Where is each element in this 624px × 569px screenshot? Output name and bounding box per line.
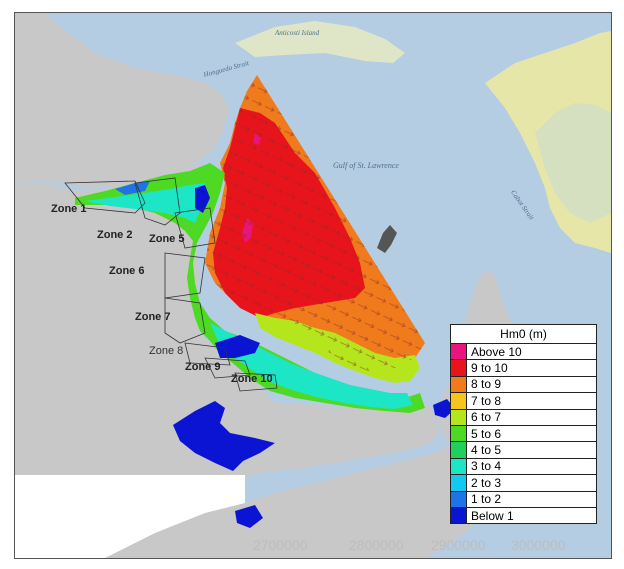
map-canvas [15, 13, 611, 558]
x-tick-2900000: 2900000 [431, 537, 486, 553]
land-anticosti [235, 21, 405, 63]
zone-label-10: Zone 10 [231, 373, 273, 385]
legend-swatch [451, 491, 467, 507]
legend-label: 7 to 8 [471, 393, 502, 408]
zone-label-6: Zone 6 [109, 265, 145, 277]
zone-label-8: Zone 8 [149, 345, 184, 357]
x-tick-2700000: 2700000 [253, 537, 308, 553]
legend-swatch [451, 507, 467, 524]
zone-label-2: Zone 2 [97, 229, 133, 241]
legend-label: 8 to 9 [471, 377, 502, 392]
legend-label: 1 to 2 [471, 492, 502, 507]
legend-label: Below 1 [471, 508, 514, 523]
legend-row: 9 to 10 [451, 360, 596, 377]
x-tick-3000000: 3000000 [511, 537, 566, 553]
legend-label: 5 to 6 [471, 426, 502, 441]
legend-swatch [451, 475, 467, 491]
place-label-anticosti: Anticosti Island [275, 29, 320, 37]
zone-label-9: Zone 9 [185, 361, 221, 373]
land-newfoundland-shade [535, 103, 611, 223]
legend-row: Above 10 [451, 344, 596, 361]
legend-row: 2 to 3 [451, 475, 596, 492]
zone-label-5: Zone 5 [149, 233, 185, 245]
legend-swatch [451, 344, 467, 360]
legend-label: 2 to 3 [471, 475, 502, 490]
land-mainland-north [15, 13, 230, 188]
legend-row: 8 to 9 [451, 376, 596, 394]
land-magdalen [377, 225, 397, 253]
legend-swatch [451, 442, 467, 458]
wave-lower-band [210, 323, 413, 409]
land-mainland-south [15, 163, 440, 558]
legend-row: Below 1 [451, 507, 596, 524]
zone-label-7: Zone 7 [135, 311, 171, 323]
wave-bay-small [235, 505, 263, 528]
place-label-gulf: Gulf of St. Lawrence [333, 161, 399, 170]
legend-swatch [451, 409, 467, 425]
wave-coastal-blue [115, 181, 150, 195]
legend-row: 5 to 6 [451, 425, 596, 443]
legend-label: 3 to 4 [471, 459, 502, 474]
legend-label: 6 to 7 [471, 410, 502, 425]
wave-bay-fundy [173, 401, 275, 471]
legend-swatch [451, 393, 467, 409]
wave-coastal-deepblue [195, 185, 210, 213]
legend-row: 6 to 7 [451, 409, 596, 426]
legend-swatch [451, 458, 467, 475]
zone-label-1: Zone 1 [51, 203, 87, 215]
legend-label: 4 to 5 [471, 443, 502, 458]
legend-swatch [451, 360, 467, 376]
legend-label: 9 to 10 [471, 361, 508, 376]
map-frame: Anticosti Island Gulf of St. Lawrence Ho… [14, 12, 612, 559]
legend-swatch [451, 376, 467, 393]
legend-row: 3 to 4 [451, 458, 596, 476]
land-bottom-strip [105, 433, 495, 558]
wave-cape-blue [433, 399, 455, 418]
legend-title: Hm0 (m) [451, 325, 596, 344]
wave-direction-arrows [205, 75, 425, 373]
legend-swatch [451, 425, 467, 442]
zone-outlines [64, 177, 278, 392]
legend-label: Above 10 [471, 344, 522, 359]
legend-row: 7 to 8 [451, 393, 596, 410]
legend-row: 4 to 5 [451, 442, 596, 459]
legend-row: 1 to 2 [451, 491, 596, 508]
x-tick-2800000: 2800000 [349, 537, 404, 553]
